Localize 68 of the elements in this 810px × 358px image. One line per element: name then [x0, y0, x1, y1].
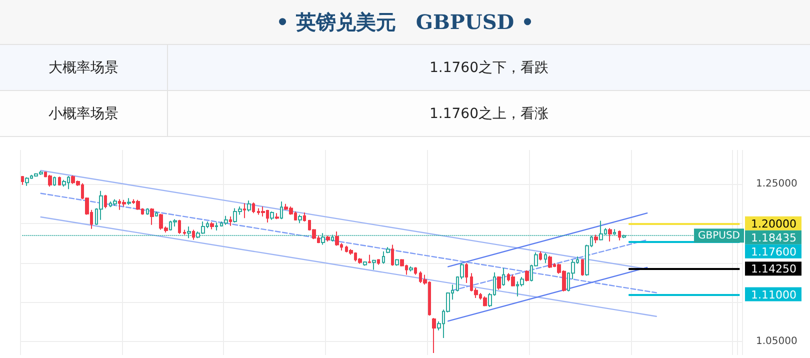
ref-line-label: 1.17600	[751, 245, 796, 258]
candlestick	[247, 200, 251, 212]
ref-line-label: 1.20000	[751, 217, 796, 230]
candlestick	[363, 260, 367, 266]
candlestick	[25, 176, 29, 186]
candlestick	[150, 208, 154, 226]
candlestick	[382, 250, 385, 264]
y-tick-label: 1.25000	[756, 178, 798, 190]
candlestick	[539, 250, 542, 261]
candlestick	[104, 194, 107, 209]
candlestick	[326, 235, 330, 242]
candlestick	[280, 200, 283, 220]
candlestick	[335, 230, 339, 246]
candlestick	[548, 255, 552, 269]
candlestick	[224, 215, 228, 226]
chart-title: • 英镑兑美元 GBPUSD •	[276, 8, 534, 36]
candlestick	[303, 212, 306, 222]
text: 1.1760之下，看跌	[168, 45, 810, 91]
candlestick	[155, 211, 158, 217]
ref-line-label: 1.14250	[751, 262, 796, 276]
candlestick	[48, 174, 52, 188]
candlestick	[386, 246, 390, 254]
candlestick	[270, 211, 274, 220]
candlestick	[525, 270, 529, 282]
text: 1.1760之上，看涨	[168, 91, 810, 137]
candlestick	[377, 258, 380, 266]
candlestick	[391, 244, 394, 266]
candlestick	[183, 229, 186, 236]
candlestick	[502, 268, 505, 286]
annotation: GBPUSD	[698, 230, 740, 242]
candlestick	[127, 198, 131, 206]
candlestick	[497, 276, 501, 290]
candlestick	[58, 176, 61, 186]
candlestick	[432, 317, 436, 354]
candlestick	[275, 212, 279, 220]
candlestick	[395, 258, 399, 266]
ref-line-label: 1.18435	[751, 231, 796, 244]
candlestick	[298, 214, 302, 224]
candlestick	[414, 266, 417, 276]
candlestick	[113, 198, 117, 206]
candlestick	[146, 208, 149, 216]
candlestick	[21, 175, 24, 186]
candlestick	[252, 202, 255, 214]
candlestick	[368, 254, 371, 264]
candlestick	[372, 259, 376, 270]
candlestick	[62, 179, 66, 188]
text: 小概率场景	[0, 91, 168, 137]
ref-line-label: 1.11000	[751, 288, 796, 302]
candlestick	[243, 202, 246, 219]
candlestick	[594, 234, 598, 244]
candlestick	[409, 266, 413, 272]
candlestick	[178, 219, 181, 234]
candlestick	[483, 296, 487, 307]
candlestick	[229, 216, 232, 226]
candlestick	[192, 229, 195, 240]
candlestick	[122, 199, 126, 208]
candlestick	[511, 274, 515, 287]
candlestick	[210, 222, 214, 230]
y-tick-label: 1.05000	[756, 336, 798, 348]
candlestick	[618, 230, 621, 241]
candlestick	[53, 176, 56, 186]
text: 大概率场景	[0, 45, 168, 91]
candlestick	[544, 252, 547, 264]
candlestick	[173, 218, 177, 227]
candlestick	[215, 222, 218, 231]
candlestick	[608, 228, 612, 242]
candlestick	[581, 258, 584, 276]
candlestick	[465, 262, 468, 284]
